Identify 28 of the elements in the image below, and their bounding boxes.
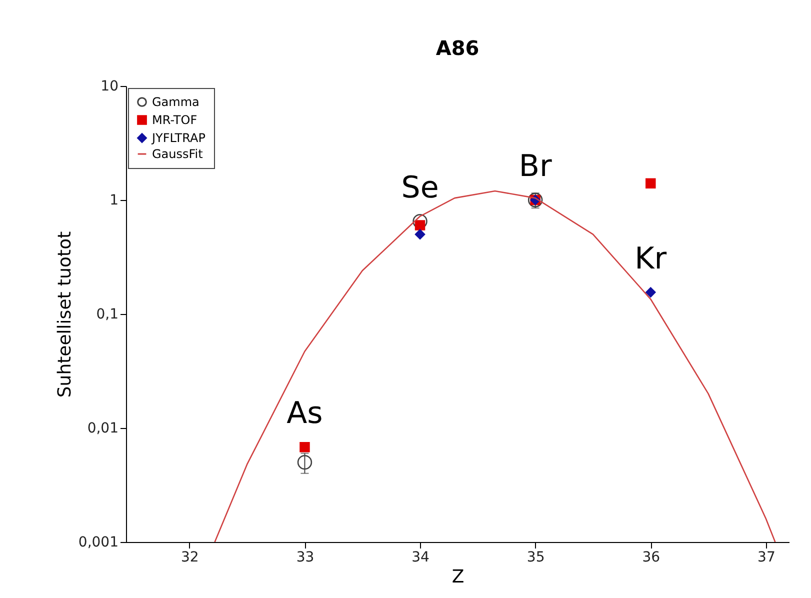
point xyxy=(297,454,312,470)
legend-label: Gamma xyxy=(152,95,200,109)
y-tick-label: 10 xyxy=(100,78,118,94)
legend-label: GaussFit xyxy=(152,147,204,161)
y-tick-label: 0,1 xyxy=(96,306,118,322)
annotation: Kr xyxy=(634,241,668,276)
annotation: Br xyxy=(518,149,552,184)
x-tick-label: 35 xyxy=(526,550,545,566)
point xyxy=(412,214,428,229)
x-tick-label: 36 xyxy=(642,550,660,566)
annotation: As xyxy=(286,396,323,432)
y-tick-label: 0,001 xyxy=(78,534,118,550)
x-tick-label: 34 xyxy=(412,550,430,566)
point xyxy=(646,178,656,188)
x-tick-label: 37 xyxy=(758,550,776,566)
x-tick-label: 32 xyxy=(181,550,199,566)
point xyxy=(646,287,656,298)
point xyxy=(300,442,310,452)
annotation: Se xyxy=(401,170,439,206)
legend-label: JYFLTRAP xyxy=(151,131,206,145)
y-tick-label: 1 xyxy=(110,192,118,208)
legend-label: MR-TOF xyxy=(152,113,198,127)
y-tick-label: 0,01 xyxy=(87,420,118,436)
point xyxy=(414,229,426,240)
x-tick-label: 33 xyxy=(296,550,314,566)
chart-title: A86 xyxy=(436,36,480,60)
x-axis-title: Z xyxy=(452,566,464,588)
y-axis-title: Suhteelliset tuotot xyxy=(54,231,76,398)
